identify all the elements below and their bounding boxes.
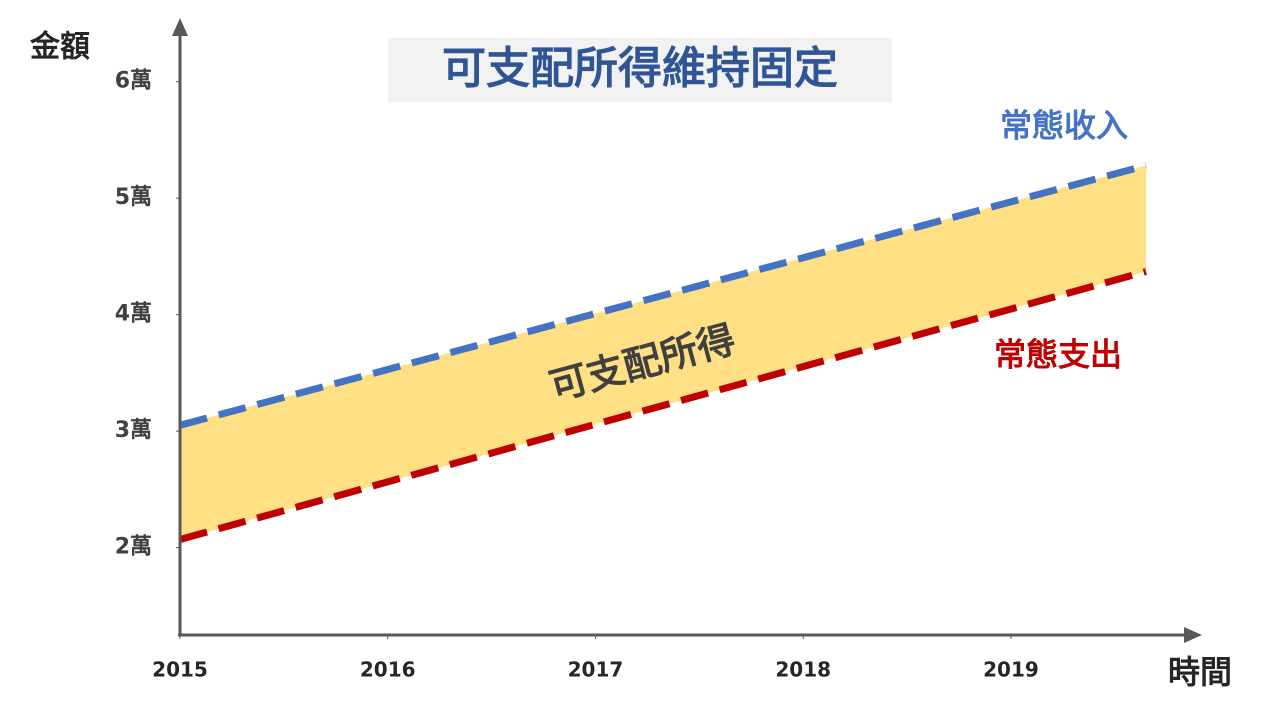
x-tick-label: 2016 [360, 658, 416, 682]
y-tick-label: 3萬 [115, 418, 152, 443]
series-line [179, 162, 1147, 429]
y-tick-label: 2萬 [115, 535, 152, 560]
x-tick-label: 2015 [152, 658, 208, 682]
plot-area [179, 162, 1147, 543]
y-axis-arrow [172, 18, 188, 36]
x-tick-label: 2018 [775, 658, 831, 682]
legend-label: 常態收入 [1000, 107, 1128, 145]
y-tick-label: 5萬 [115, 185, 152, 210]
x-tick-label: 2017 [568, 658, 624, 682]
chart-title: 可支配所得維持固定 [442, 43, 838, 94]
series-line [179, 268, 1147, 543]
y-axis-label: 金額 [29, 30, 90, 65]
y-tick-label: 4萬 [115, 302, 152, 327]
x-tick-label: 2019 [983, 658, 1039, 682]
title-box [388, 38, 892, 102]
legend-label: 常態支出 [994, 336, 1122, 374]
y-tick-label: 6萬 [115, 69, 152, 94]
band-fill [180, 165, 1146, 540]
x-axis-arrow [1184, 627, 1202, 643]
x-axis-label: 時間 [1168, 653, 1232, 691]
